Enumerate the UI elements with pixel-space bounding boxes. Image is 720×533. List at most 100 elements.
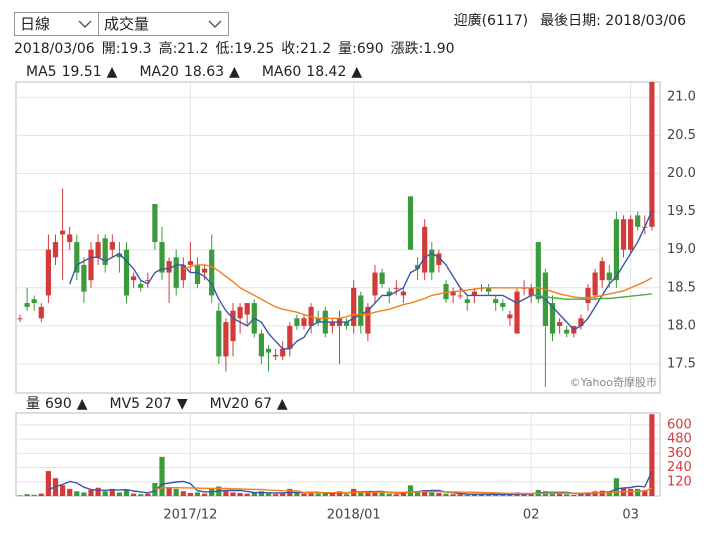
candle-body [74,242,80,273]
candle-body [31,299,37,304]
volume-bar [393,494,399,496]
candle-body [216,310,222,357]
volume-bar [628,488,634,496]
candle-body [187,261,193,265]
volume-bar [443,493,449,496]
volume-bar [159,456,165,496]
candle-body [344,322,350,326]
volume-bar [407,485,414,496]
indicator-select[interactable]: 成交量 [98,12,229,36]
volume-bar [329,493,335,496]
candle-body [301,318,307,326]
candle-body [379,272,385,284]
x-tick-label: 2018/01 [327,508,381,523]
candle-body [599,261,605,281]
volume-bar [613,478,619,496]
y-tick-label: 19.5 [667,204,696,219]
volume-bar [60,485,66,496]
candle-body [649,82,655,227]
volume-bar [123,490,130,496]
candle-body [180,264,186,281]
legend-value: 690 [45,396,72,412]
candle-body [415,264,421,269]
candle-body [237,306,243,319]
legend-trend: ▲ [77,396,88,412]
volume-bar [187,493,193,496]
volume-bar [365,492,371,496]
candle-body [351,287,357,326]
legend-name: MA60 [262,64,301,80]
candle-body [116,253,122,258]
volume-bar [642,490,648,496]
volume-bar [464,494,470,496]
plot-frame [15,81,661,394]
volume-bar [400,493,406,496]
candle-body [67,234,73,243]
volume-bar [102,491,108,496]
candle-body [493,299,499,304]
volume-bar [571,494,577,496]
legend-value: 19.51 [62,64,102,80]
volume-bar [649,414,655,496]
y-tick-label: 19.0 [667,242,696,257]
y-tick-label: 20.5 [667,128,696,143]
volume-bar [450,494,456,496]
period-select[interactable]: 日線 [14,12,99,36]
volume-bar [358,491,364,496]
candle-body [123,249,130,296]
volume-bar [493,494,499,496]
volume-bar [116,492,122,496]
volume-bar [578,493,584,496]
candle-body [17,318,23,320]
candle-body [606,272,612,281]
x-tick-label: 02 [523,508,540,523]
x-tick-label: 2017/12 [163,508,217,523]
legend-trend: ▲ [107,64,118,80]
candle-body [95,242,101,258]
legend-trend: ▲ [351,64,362,80]
volume-bar [166,487,172,496]
legend-name: MA5 [26,64,57,80]
ma-line [154,487,653,495]
volume-bar [251,492,257,496]
candle-body [166,261,172,273]
y-tick-label: 21.0 [667,90,696,105]
candle-body [244,303,250,315]
volume-bar [308,493,314,496]
candle-body [209,249,215,296]
candle-body [528,287,534,296]
ma-line [531,293,652,300]
candle-body [464,299,470,304]
volume-bar [230,492,236,496]
candle-body [365,306,371,334]
volume-bar [180,491,186,496]
volume-bar [194,492,201,496]
candle-body [507,314,513,319]
candle-body [81,264,87,292]
volume-bar [606,491,612,496]
last-date: 最後日期: 2018/03/06 [540,13,686,29]
quote-item: 量:690 [338,41,383,57]
candle-body [287,325,293,349]
legend-name: MV20 [210,396,249,412]
volume-bar [45,471,51,496]
volume-bar [131,493,137,496]
candle-body [152,203,158,243]
legend-name: MA20 [139,64,178,80]
volume-bar [74,491,80,496]
candle-body [202,268,208,273]
candle-body [585,287,591,304]
candle-body [24,303,30,307]
y-tick-label: 17.5 [667,357,696,372]
y-tick-label: 120 [667,474,692,489]
candle-body [486,287,492,292]
volume-bar [336,491,343,496]
candle-body [613,219,619,281]
volume-bar [280,493,286,496]
y-tick-label: 480 [667,432,692,447]
candle-body [620,219,627,250]
volume-bar [24,494,30,496]
x-tick-label: 03 [622,508,639,523]
legend-name: 量 [26,396,40,412]
